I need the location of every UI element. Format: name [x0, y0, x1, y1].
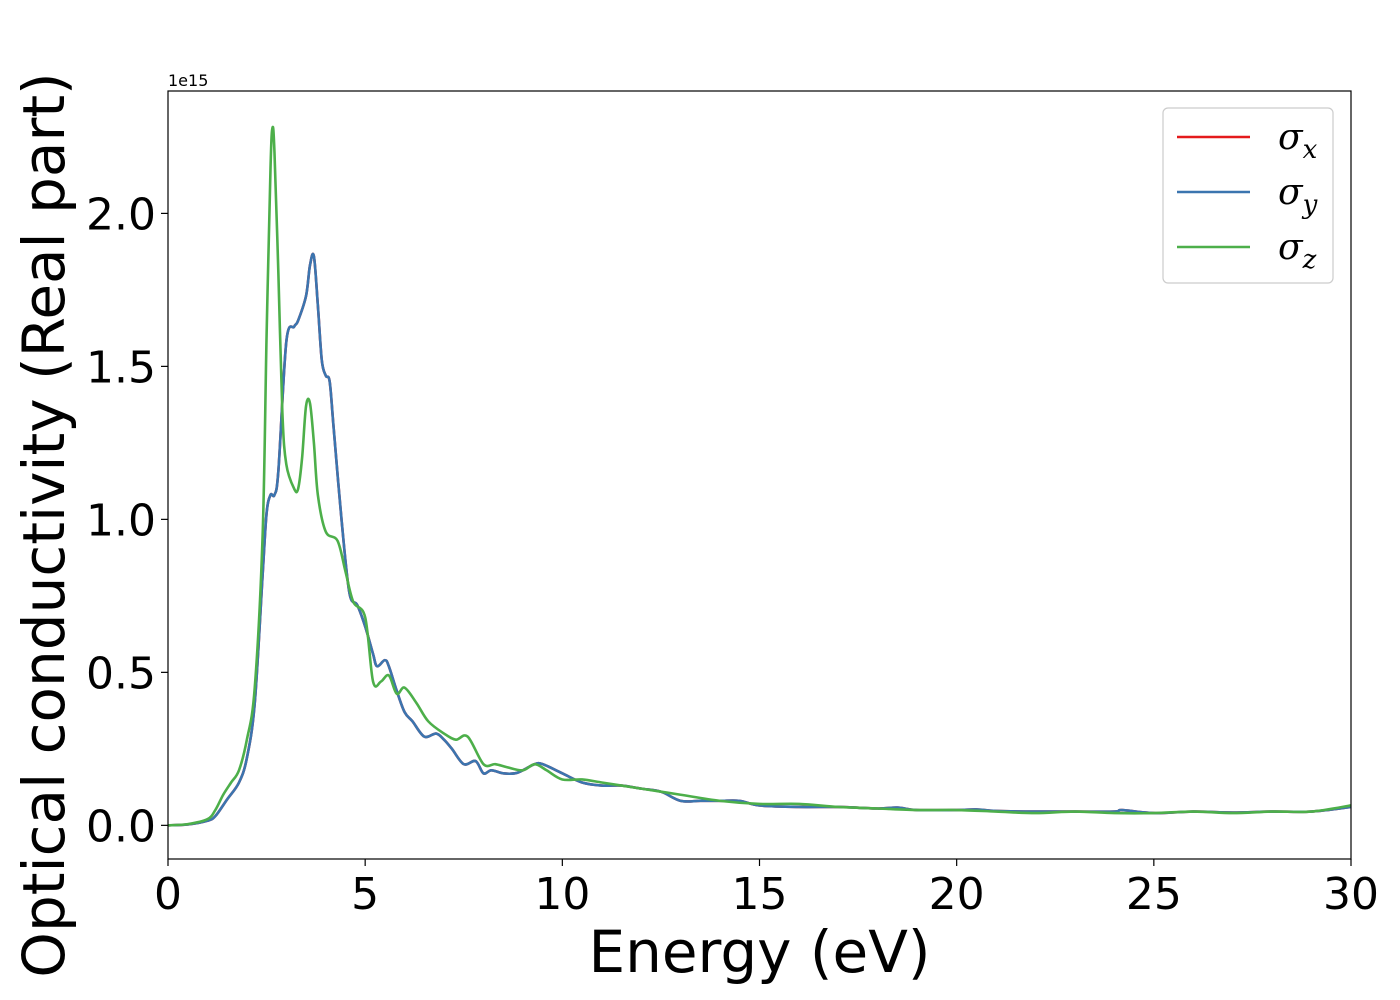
x-tick-label: 5 [351, 869, 379, 920]
legend-box [1162, 107, 1334, 284]
y-axis-label: Optical conductivity (Real part) [10, 72, 78, 977]
x-tick-label: 0 [154, 869, 182, 920]
series-line-z [168, 125, 1351, 827]
y-axis-offset-label: 1e15 [168, 71, 208, 90]
y-axis-ticks: 0.0 0.5 1.0 1.5 2.0 [86, 189, 168, 852]
x-tick-label: 25 [1126, 869, 1182, 920]
x-tick-label: 10 [534, 869, 590, 920]
x-tick-label: 20 [929, 869, 985, 920]
legend-item-y: σy [1177, 172, 1318, 220]
y-tick-label: 0.0 [86, 801, 156, 852]
legend-label: σz [1278, 227, 1317, 275]
x-axis-label: Energy (eV) [588, 918, 930, 986]
series-line-y [168, 252, 1351, 827]
legend-item-z: σz [1177, 227, 1317, 275]
y-tick-label: 2.0 [86, 189, 156, 240]
y-tick-label: 1.5 [86, 342, 156, 393]
x-tick-label: 30 [1323, 869, 1379, 920]
x-axis-ticks: 0 5 10 15 20 25 30 [154, 859, 1379, 920]
x-tick-label: 15 [732, 869, 788, 920]
series-layer [168, 125, 1351, 827]
y-tick-label: 0.5 [86, 648, 156, 699]
legend-label: σx [1278, 117, 1318, 165]
legend-label: σy [1278, 172, 1318, 220]
legend-item-x: σx [1177, 117, 1318, 165]
series-line-x [168, 252, 1351, 827]
legend: σx σy σz [1162, 107, 1334, 284]
y-tick-label: 1.0 [86, 495, 156, 546]
